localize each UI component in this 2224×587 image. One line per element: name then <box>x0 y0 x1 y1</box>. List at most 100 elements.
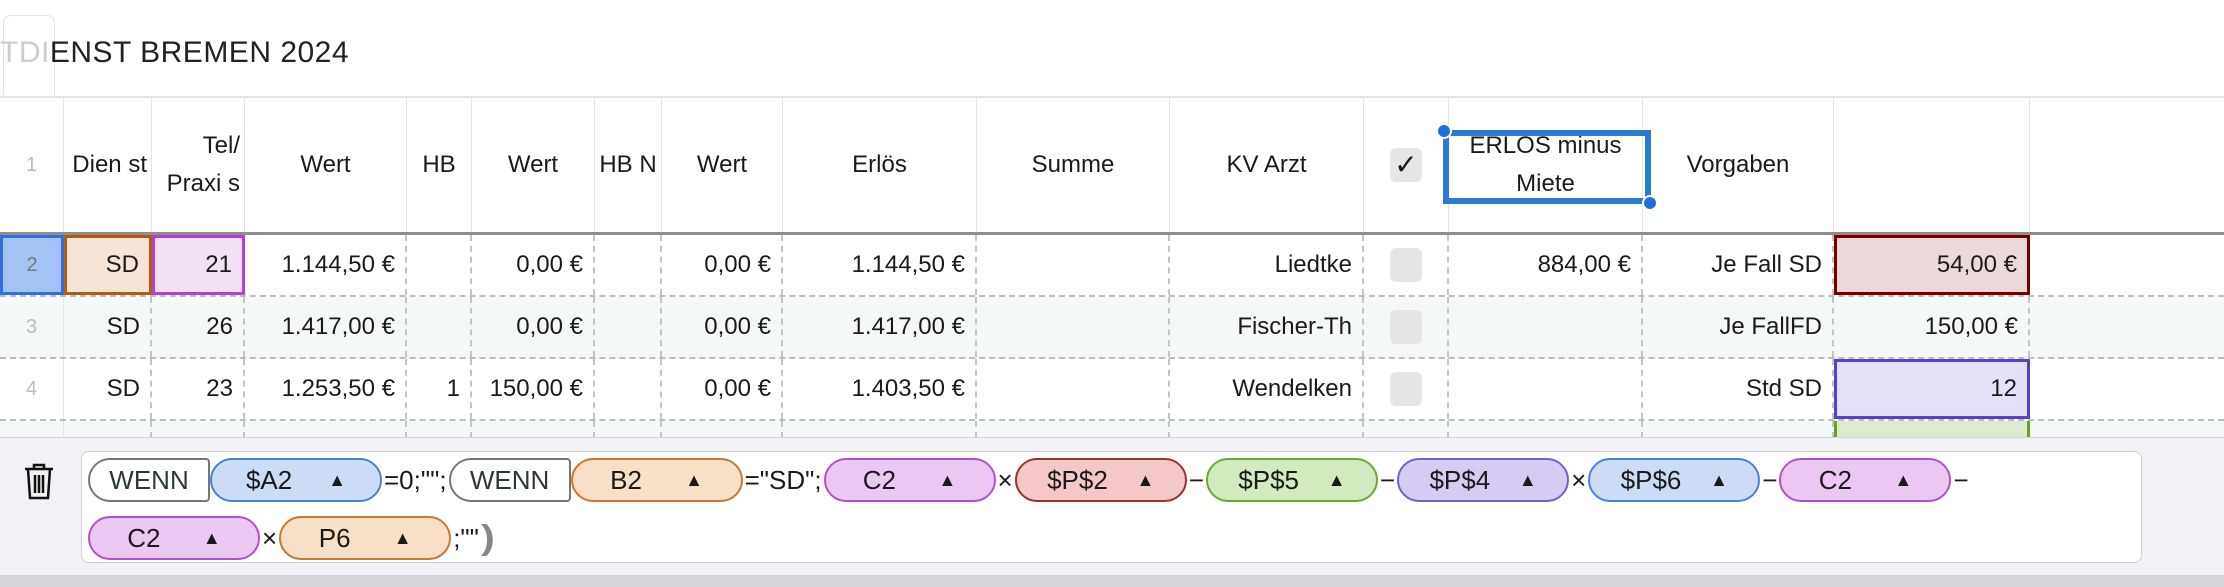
triangle-up-icon[interactable]: ▲ <box>685 469 703 490</box>
table-cell-erloes[interactable]: 1.403,50 € <box>783 359 977 419</box>
formula-reference-token[interactable]: P6 ▲ <box>279 516 452 560</box>
table-cell-erloes[interactable]: 1.417,00 € <box>783 297 977 357</box>
column-header[interactable]: KV Arzt <box>1170 98 1364 232</box>
formula-reference-token[interactable]: $P$5 ▲ <box>1205 458 1378 502</box>
formula-reference-token[interactable]: $P$6 ▲ <box>1588 458 1761 502</box>
trash-icon[interactable] <box>22 461 56 501</box>
checkbox[interactable] <box>1389 310 1422 344</box>
column-header[interactable]: Tel/ Praxi s <box>152 98 245 232</box>
table-cell[interactable] <box>2030 359 2224 419</box>
table-cell-kv-arzt[interactable]: Wendelken <box>1170 359 1364 419</box>
column-header[interactable]: Dien st <box>64 98 152 232</box>
table-cell[interactable] <box>2030 235 2224 295</box>
column-header[interactable] <box>2030 98 2224 232</box>
checkbox[interactable] <box>1389 248 1422 282</box>
table-cell-wert3[interactable]: 0,00 € <box>662 235 783 295</box>
table-cell-wert2[interactable]: 0,00 € <box>472 297 595 357</box>
formula-function-token[interactable]: WENN <box>88 458 210 502</box>
table-cell-summe[interactable] <box>977 235 1170 295</box>
formula-reference-token[interactable]: $P$4 ▲ <box>1397 458 1570 502</box>
column-header-checkbox[interactable]: ✓ <box>1364 98 1449 232</box>
active-cell-selection[interactable] <box>1436 123 1658 211</box>
formula-reference-token[interactable]: C2 ▲ <box>88 516 260 560</box>
column-header[interactable]: Wert <box>662 98 783 232</box>
table-cell-erloes-minus-miete[interactable]: 884,00 € <box>1449 235 1643 295</box>
table-cell-wert1[interactable]: 1.253,50 € <box>245 359 407 419</box>
table-cell-p[interactable]: 150,00 € <box>1834 297 2030 357</box>
column-header[interactable]: Erlös <box>783 98 977 232</box>
column-header[interactable]: Wert <box>472 98 595 232</box>
table-cell-hbn[interactable] <box>595 359 662 419</box>
table-cell-wert2[interactable]: 150,00 € <box>472 359 595 419</box>
triangle-up-icon[interactable]: ▲ <box>1136 469 1155 490</box>
table-cell-tel[interactable]: 21 <box>152 235 245 295</box>
table-cell-p[interactable]: 54,00 € <box>1834 235 2030 295</box>
token-label: $A2 <box>245 464 293 495</box>
formula-reference-token[interactable]: $A2 ▲ <box>210 458 382 502</box>
table-cell-vorgaben[interactable]: Je Fall SD <box>1643 235 1834 295</box>
table-cell-vorgaben[interactable]: Std SD <box>1643 359 1834 419</box>
formula-reference-token[interactable]: $P$2 ▲ <box>1014 458 1187 502</box>
checkbox-cell[interactable] <box>1364 359 1449 419</box>
table-cell-hb[interactable] <box>407 297 472 357</box>
column-header[interactable]: Wert <box>245 98 407 232</box>
table-cell-hb[interactable] <box>407 235 472 295</box>
table-cell-kv-arzt[interactable]: Liedtke <box>1170 235 1364 295</box>
selection-handle-bottom-right[interactable] <box>1642 195 1658 211</box>
row-number[interactable]: 4 <box>0 359 64 419</box>
table-cell-tel[interactable]: 23 <box>152 359 245 419</box>
triangle-up-icon[interactable]: ▲ <box>1710 469 1728 490</box>
table-cell-wert3[interactable]: 0,00 € <box>662 359 783 419</box>
table-cell-erloes-minus-miete[interactable] <box>1449 297 1643 357</box>
formula-reference-token[interactable]: B2 ▲ <box>570 458 743 502</box>
triangle-up-icon[interactable]: ▲ <box>938 469 957 490</box>
triangle-up-icon[interactable]: ▲ <box>393 527 412 548</box>
table-cell-dienst[interactable]: SD <box>64 359 152 419</box>
checkbox-cell[interactable] <box>1364 297 1449 357</box>
table-cell-erloes-minus-miete[interactable] <box>1449 359 1643 419</box>
column-header[interactable]: Summe <box>977 98 1170 232</box>
formula-function-token[interactable]: WENN <box>448 458 571 502</box>
row-number[interactable]: 2 <box>0 235 64 295</box>
table-cell-tel[interactable]: 26 <box>152 297 245 357</box>
column-header[interactable]: ERLÖS minus Miete <box>1449 98 1643 232</box>
formula-reference-token[interactable]: C2 ▲ <box>1779 458 1952 502</box>
row-number[interactable]: 3 <box>0 297 64 357</box>
triangle-up-icon[interactable]: ▲ <box>1518 469 1537 490</box>
table-cell-wert1[interactable]: 1.417,00 € <box>245 297 407 357</box>
row-number[interactable]: 1 <box>0 98 64 232</box>
table-cell-hbn[interactable] <box>595 235 662 295</box>
column-header[interactable]: HB <box>407 98 472 232</box>
table-cell-hb[interactable]: 1 <box>407 359 472 419</box>
table-cell-erloes[interactable]: 1.144,50 € <box>783 235 977 295</box>
table-cell-wert3[interactable]: 0,00 € <box>662 297 783 357</box>
column-header[interactable]: HB N <box>595 98 662 232</box>
token-label: $P$5 <box>1238 464 1300 495</box>
triangle-up-icon[interactable]: ▲ <box>202 527 221 548</box>
checkbox[interactable] <box>1389 372 1422 406</box>
table-cell-vorgaben[interactable]: Je FallFD <box>1643 297 1834 357</box>
table-cell-summe[interactable] <box>977 297 1170 357</box>
triangle-up-icon[interactable]: ▲ <box>1327 469 1346 490</box>
formula-input[interactable]: WENN $A2 ▲ =0;""; WENN B2 ▲ ="SD"; C2 ▲ × $P$2 ▲ − $P$… <box>81 451 2142 563</box>
table-cell-p[interactable]: 12 <box>1834 359 2030 419</box>
checkbox-checked-icon[interactable]: ✓ <box>1390 148 1422 182</box>
formula-reference-token[interactable]: C2 ▲ <box>823 458 996 502</box>
table-cell-summe[interactable] <box>977 359 1170 419</box>
table-cell-dienst[interactable]: SD <box>64 235 152 295</box>
triangle-up-icon[interactable]: ▲ <box>1894 469 1913 490</box>
table-cell-kv-arzt[interactable]: Fischer-Th <box>1170 297 1364 357</box>
table-cell[interactable] <box>1834 421 2030 438</box>
frozen-pane-corner <box>3 15 55 95</box>
triangle-up-icon[interactable]: ▲ <box>328 469 347 490</box>
table-cell-wert1[interactable]: 1.144,50 € <box>245 235 407 295</box>
column-header[interactable] <box>1834 98 2030 232</box>
table-cell-hbn[interactable] <box>595 297 662 357</box>
table-cell-dienst[interactable]: SD <box>64 297 152 357</box>
column-header[interactable]: Vorgaben <box>1643 98 1834 232</box>
table-cell[interactable] <box>2030 297 2224 357</box>
checkbox-cell[interactable] <box>1364 235 1449 295</box>
table-cell-wert2[interactable]: 0,00 € <box>472 235 595 295</box>
table-row: 2 SD 21 1.144,50 €0,00 €0,00 €1.144,50 € Lie… <box>0 235 2224 297</box>
selection-handle-top-left[interactable] <box>1436 123 1452 139</box>
